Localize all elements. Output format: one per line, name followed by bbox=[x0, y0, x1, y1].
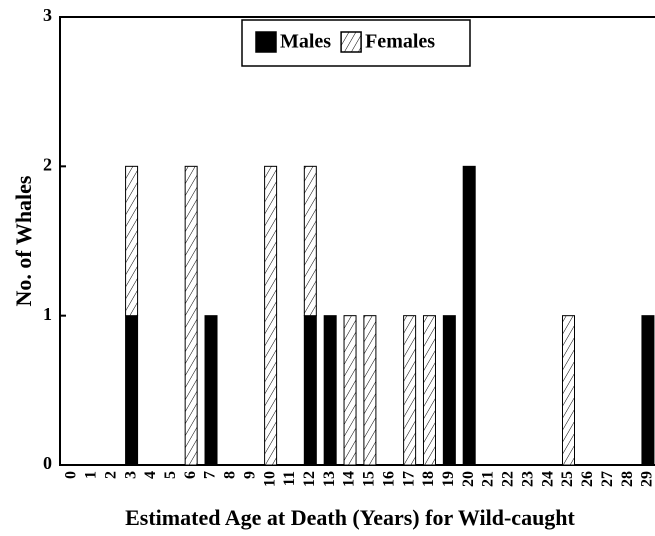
y-tick-label: 0 bbox=[43, 453, 52, 473]
x-tick-label: 7 bbox=[202, 471, 219, 479]
bar-segment bbox=[462, 165, 476, 466]
legend-label: Males bbox=[280, 31, 331, 53]
x-tick-label: 13 bbox=[321, 471, 338, 487]
bar-segment bbox=[641, 315, 655, 466]
x-tick-label: 27 bbox=[599, 471, 616, 487]
x-tick-label: 16 bbox=[380, 471, 397, 487]
x-tick-label: 2 bbox=[102, 471, 119, 479]
x-tick-label: 14 bbox=[341, 471, 358, 487]
legend-label: Females bbox=[365, 31, 435, 53]
legend-swatch bbox=[340, 31, 362, 53]
x-tick-label: 6 bbox=[182, 471, 199, 479]
x-tick-label: 24 bbox=[539, 471, 556, 487]
bar-segment bbox=[442, 315, 456, 466]
bar-segment bbox=[323, 315, 337, 466]
bar-segment bbox=[363, 315, 377, 466]
x-tick-label: 23 bbox=[519, 471, 536, 487]
x-tick-label: 15 bbox=[361, 471, 378, 487]
y-tick-label: 1 bbox=[43, 304, 52, 324]
x-tick-label: 21 bbox=[480, 471, 497, 487]
x-tick-label: 18 bbox=[420, 471, 437, 487]
x-tick-label: 11 bbox=[281, 471, 298, 486]
x-tick-label: 1 bbox=[83, 471, 100, 479]
bar-segment bbox=[562, 315, 575, 466]
x-tick-label: 22 bbox=[500, 471, 517, 487]
x-tick-label: 5 bbox=[162, 471, 179, 479]
x-tick-label: 8 bbox=[222, 471, 239, 479]
x-tick-label: 28 bbox=[619, 471, 636, 487]
x-axis-label: Estimated Age at Death (Years) for Wild-… bbox=[125, 505, 575, 530]
bar-segment bbox=[303, 315, 317, 466]
bar-segment bbox=[204, 315, 218, 466]
y-tick-label: 2 bbox=[43, 154, 52, 174]
x-tick-label: 9 bbox=[241, 471, 258, 479]
bar-segment bbox=[303, 165, 317, 317]
x-tick-label: 20 bbox=[460, 471, 477, 487]
x-tick-label: 10 bbox=[261, 471, 278, 487]
x-tick-label: 26 bbox=[579, 471, 596, 487]
bar-segment bbox=[125, 165, 139, 317]
legend-swatch bbox=[255, 31, 277, 53]
x-tick-label: 25 bbox=[559, 471, 576, 487]
bar-segment bbox=[403, 315, 417, 466]
x-tick-label: 17 bbox=[400, 471, 417, 487]
y-tick-label: 3 bbox=[43, 5, 52, 25]
bar-segment bbox=[125, 315, 139, 466]
bar-segment bbox=[422, 315, 436, 466]
y-axis-label: No. of Whales bbox=[11, 175, 36, 306]
x-tick-label: 0 bbox=[63, 471, 80, 479]
x-tick-label: 29 bbox=[639, 471, 655, 487]
x-tick-label: 12 bbox=[301, 471, 318, 487]
bar-segment bbox=[343, 315, 357, 466]
bar-segment bbox=[264, 165, 278, 466]
x-tick-label: 19 bbox=[440, 471, 457, 487]
plot-frame bbox=[59, 16, 655, 466]
bar-segment bbox=[184, 165, 198, 466]
x-tick-label: 3 bbox=[122, 471, 139, 479]
x-tick-label: 4 bbox=[142, 471, 159, 479]
